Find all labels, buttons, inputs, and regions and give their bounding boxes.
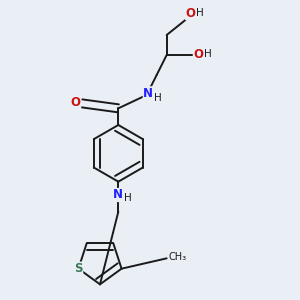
Text: O: O [186, 7, 196, 20]
Text: O: O [71, 96, 81, 109]
Text: N: N [113, 188, 123, 202]
Text: H: H [154, 93, 161, 103]
Text: S: S [74, 262, 83, 275]
Text: N: N [143, 87, 153, 100]
Text: O: O [193, 48, 203, 61]
Text: H: H [124, 193, 131, 203]
Text: H: H [196, 8, 203, 18]
Text: H: H [204, 49, 212, 59]
Text: CH₃: CH₃ [168, 252, 187, 262]
